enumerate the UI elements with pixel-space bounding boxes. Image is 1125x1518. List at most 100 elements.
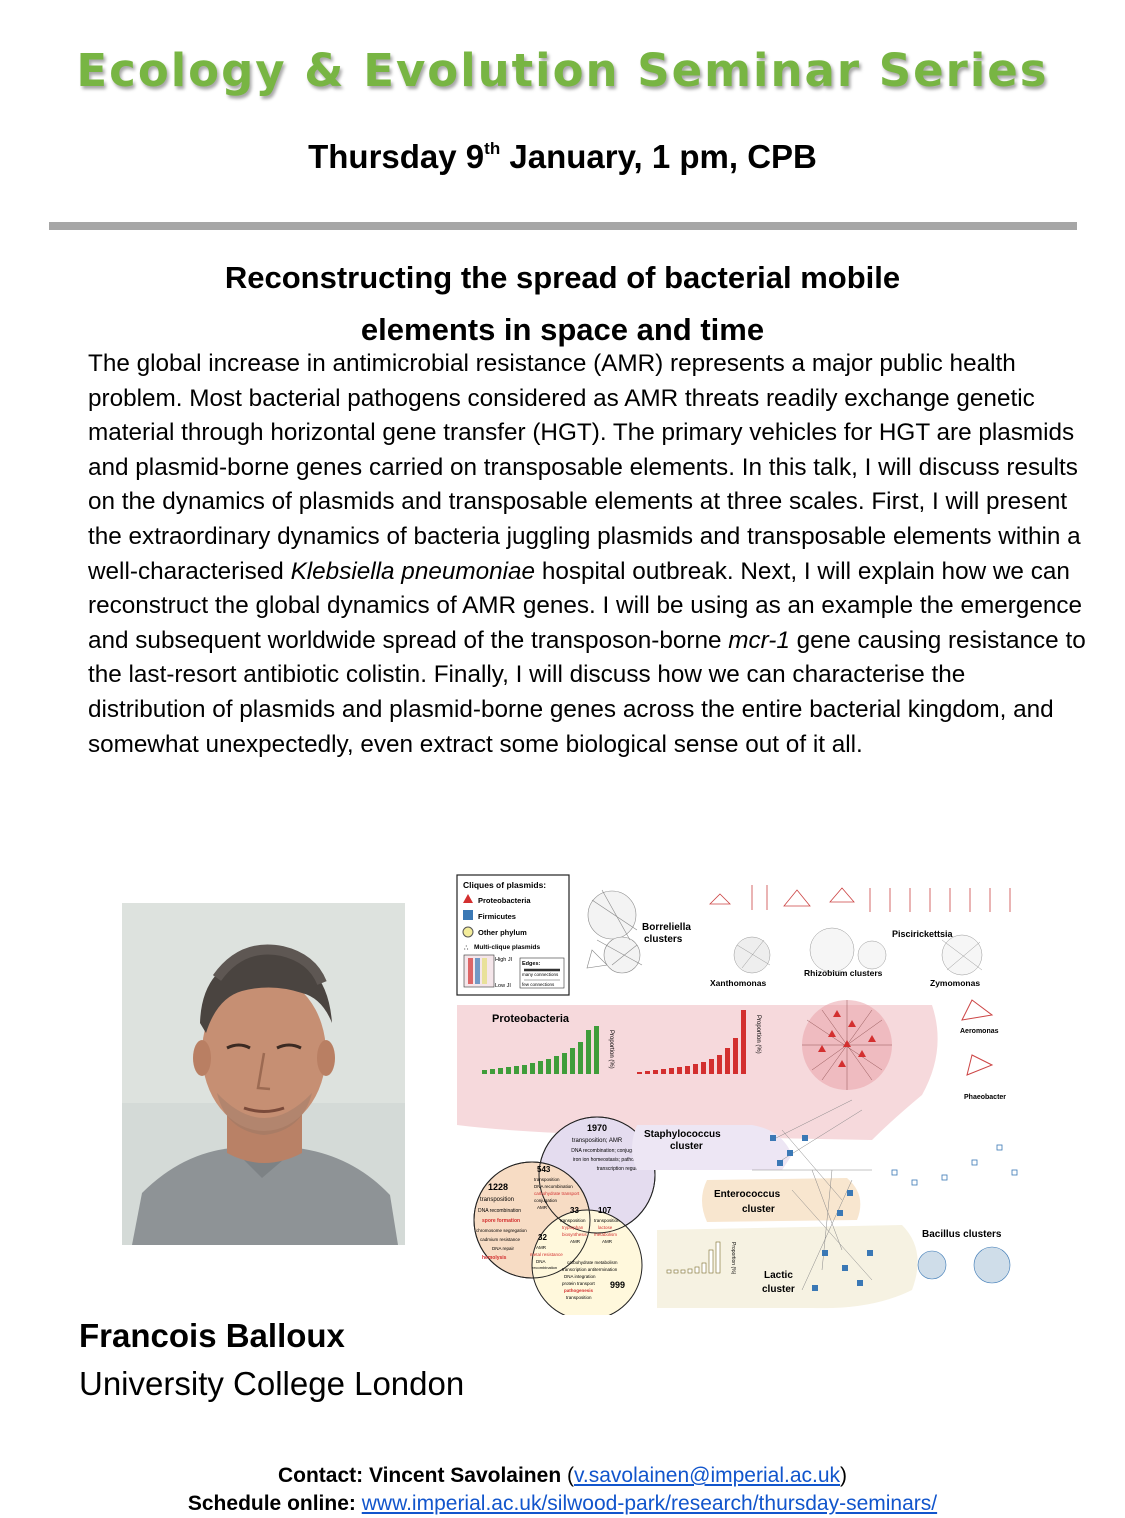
label-piscirickettsia: Piscirickettsia bbox=[892, 929, 954, 939]
venn-33-text-4: AMR bbox=[570, 1239, 581, 1244]
venn-33-text-1: transposition bbox=[560, 1218, 586, 1223]
label-aeromonas: Aeromonas bbox=[960, 1028, 999, 1035]
venn-32-text-3: DNA bbox=[536, 1259, 546, 1264]
venn-diagram bbox=[473, 1116, 656, 1321]
speaker-name: Francois Balloux bbox=[79, 1317, 345, 1354]
venn-999-text-3: DNA integration bbox=[564, 1274, 596, 1279]
venn-32: 32 bbox=[538, 1233, 547, 1242]
schedule-line: Schedule online: www.imperial.ac.uk/silw… bbox=[0, 1490, 1125, 1518]
venn-33-text-3: biosynthesis bbox=[562, 1232, 588, 1237]
label-rhizobium: Rhizobium clusters bbox=[804, 968, 883, 978]
venn-1228: 1228 bbox=[488, 1182, 508, 1192]
label-staphylococcus: Staphylococcus bbox=[644, 1129, 721, 1140]
venn-top-text-4: transcription regulation bbox=[597, 1166, 648, 1172]
venn-999-text-6: transposition bbox=[566, 1295, 592, 1300]
label-staphylococcus-cluster: cluster bbox=[670, 1141, 703, 1152]
plasmid-network-graphic: Cliques of plasmids: Proteobacteria Firm… bbox=[456, 874, 1018, 1321]
legend-item-firmicutes: Firmicutes bbox=[478, 912, 516, 921]
venn-33: 33 bbox=[570, 1206, 579, 1215]
abstract-italic-1: Klebsiella pneumoniae bbox=[290, 557, 536, 585]
venn-1970: 1970 bbox=[587, 1123, 607, 1133]
event-date: Thursday 9th January, 1 pm, CPB bbox=[0, 138, 1125, 176]
label-zymomonas: Zymomonas bbox=[930, 978, 980, 988]
proteobacteria-network bbox=[802, 999, 994, 1090]
talk-title-line-2: elements in space and time bbox=[360, 312, 765, 347]
small-clique-row bbox=[709, 885, 1011, 912]
venn-107-text-4: AMR bbox=[602, 1239, 613, 1244]
venn-33-text-2: tryptophan bbox=[562, 1225, 584, 1230]
lactic-region bbox=[657, 1225, 918, 1309]
divider-rule bbox=[49, 222, 1077, 230]
venn-999-text-4: protein transport bbox=[562, 1281, 596, 1286]
proteobacteria-triangle-icon bbox=[463, 894, 473, 903]
footer-contact: Contact: Vincent Savolainen (v.savolaine… bbox=[0, 1462, 1125, 1518]
legend-many-connections: many connections bbox=[522, 972, 559, 977]
label-xanthomonas: Xanthomonas bbox=[710, 978, 766, 988]
date-suffix: th bbox=[484, 139, 501, 158]
venn-543-text-4: conjugation bbox=[534, 1198, 558, 1203]
venn-543-text-5: AMR bbox=[537, 1205, 548, 1210]
legend-title: Cliques of plasmids: bbox=[463, 880, 546, 890]
red-bar-chart bbox=[637, 1010, 746, 1074]
venn-32-text-4: recombination bbox=[532, 1265, 557, 1270]
legend-high-ji: High JI bbox=[495, 957, 513, 963]
label-proteobacteria: Proteobacteria bbox=[492, 1013, 570, 1025]
legend-low-ji: Low JI bbox=[495, 983, 511, 989]
label-borreliella: Borreliella bbox=[642, 922, 691, 933]
plasmid-network-figure: Cliques of plasmids: Proteobacteria Firm… bbox=[452, 870, 1032, 1321]
firmicutes-network bbox=[752, 1099, 1018, 1291]
contact-close-paren: ) bbox=[840, 1464, 848, 1487]
venn-top-text-2: DNA recombination; conjugation bbox=[571, 1148, 643, 1154]
venn-999: 999 bbox=[610, 1280, 625, 1290]
axis-proportion-2: Proportion (%) bbox=[755, 1015, 761, 1054]
label-phaeobacter: Phaeobacter bbox=[964, 1094, 1006, 1101]
venn-left-text-3: spore formation bbox=[482, 1218, 520, 1224]
venn-543: 543 bbox=[537, 1165, 551, 1174]
abstract-text-1: The global increase in antimicrobial res… bbox=[88, 350, 1081, 585]
date-day: Thursday 9 bbox=[308, 138, 485, 175]
venn-107-text-3: metabolism bbox=[594, 1232, 617, 1237]
venn-999-text-5: pathogenesis bbox=[564, 1288, 594, 1293]
green-bar-chart bbox=[482, 1026, 599, 1074]
venn-left-text-6: DNA repair bbox=[492, 1246, 515, 1251]
label-enterococcus-cluster: cluster bbox=[742, 1204, 775, 1215]
label-enterococcus: Enterococcus bbox=[714, 1189, 781, 1200]
label-lactic-cluster: cluster bbox=[762, 1284, 795, 1295]
talk-abstract: The global increase in antimicrobial res… bbox=[88, 347, 1088, 762]
legend-item-other-phylum: Other phylum bbox=[478, 928, 527, 937]
axis-proportion-1: Proportion (%) bbox=[608, 1030, 614, 1069]
axis-proportion-3: Proportion (%) bbox=[730, 1242, 736, 1275]
legend-item-multi-clique: Multi-clique plasmids bbox=[474, 944, 540, 951]
schedule-label: Schedule online: bbox=[187, 1492, 356, 1515]
xanthomonas-network bbox=[733, 927, 983, 976]
legend-few-connections: few connections bbox=[522, 982, 555, 987]
label-bacillus: Bacillus clusters bbox=[922, 1229, 1002, 1240]
venn-999-text-2: transcription antitermination bbox=[562, 1267, 618, 1272]
staphylococcus-region bbox=[632, 1125, 792, 1170]
label-borreliella-clusters: clusters bbox=[644, 934, 683, 945]
venn-543-text-1: transposition bbox=[534, 1177, 560, 1182]
venn-top-text-3: iron ion homeostasis; pathogenesis bbox=[573, 1157, 652, 1163]
yellow-bar-chart bbox=[666, 1241, 721, 1274]
firmicutes-square-icon bbox=[463, 910, 473, 920]
venn-left-text-2: DNA recombination bbox=[478, 1208, 521, 1214]
other-phylum-circle-icon bbox=[462, 926, 474, 938]
abstract-italic-2: mcr-1 bbox=[728, 626, 790, 654]
schedule-url-link[interactable]: www.imperial.ac.uk/silwood-park/research… bbox=[361, 1492, 938, 1515]
multi-clique-icon: ∴ bbox=[464, 945, 469, 952]
contact-line: Contact: Vincent Savolainen (v.savolaine… bbox=[0, 1462, 1125, 1490]
legend-edges: Edges: bbox=[522, 961, 541, 967]
speaker-portrait-image bbox=[122, 903, 405, 1245]
top-networks bbox=[586, 889, 643, 974]
venn-32-text-1: AMR bbox=[536, 1245, 547, 1250]
label-lactic: Lactic bbox=[764, 1270, 793, 1281]
contact-email-link[interactable]: v.savolainen@imperial.ac.uk bbox=[573, 1464, 841, 1487]
talk-title: Reconstructing the spread of bacterial m… bbox=[0, 252, 1125, 356]
enterococcus-region bbox=[702, 1178, 861, 1222]
venn-543-text-2: DNA recombination bbox=[534, 1184, 573, 1189]
venn-107-text-1: transposition bbox=[594, 1218, 620, 1223]
abstract-text-3: gene causing resistance to the last-reso… bbox=[88, 626, 1086, 758]
venn-999-text-1: carbohydrate metabolism bbox=[567, 1260, 618, 1265]
venn-left-text-5: cadmium resistance bbox=[480, 1237, 521, 1242]
contact-label: Contact: Vincent Savolainen bbox=[277, 1464, 562, 1487]
